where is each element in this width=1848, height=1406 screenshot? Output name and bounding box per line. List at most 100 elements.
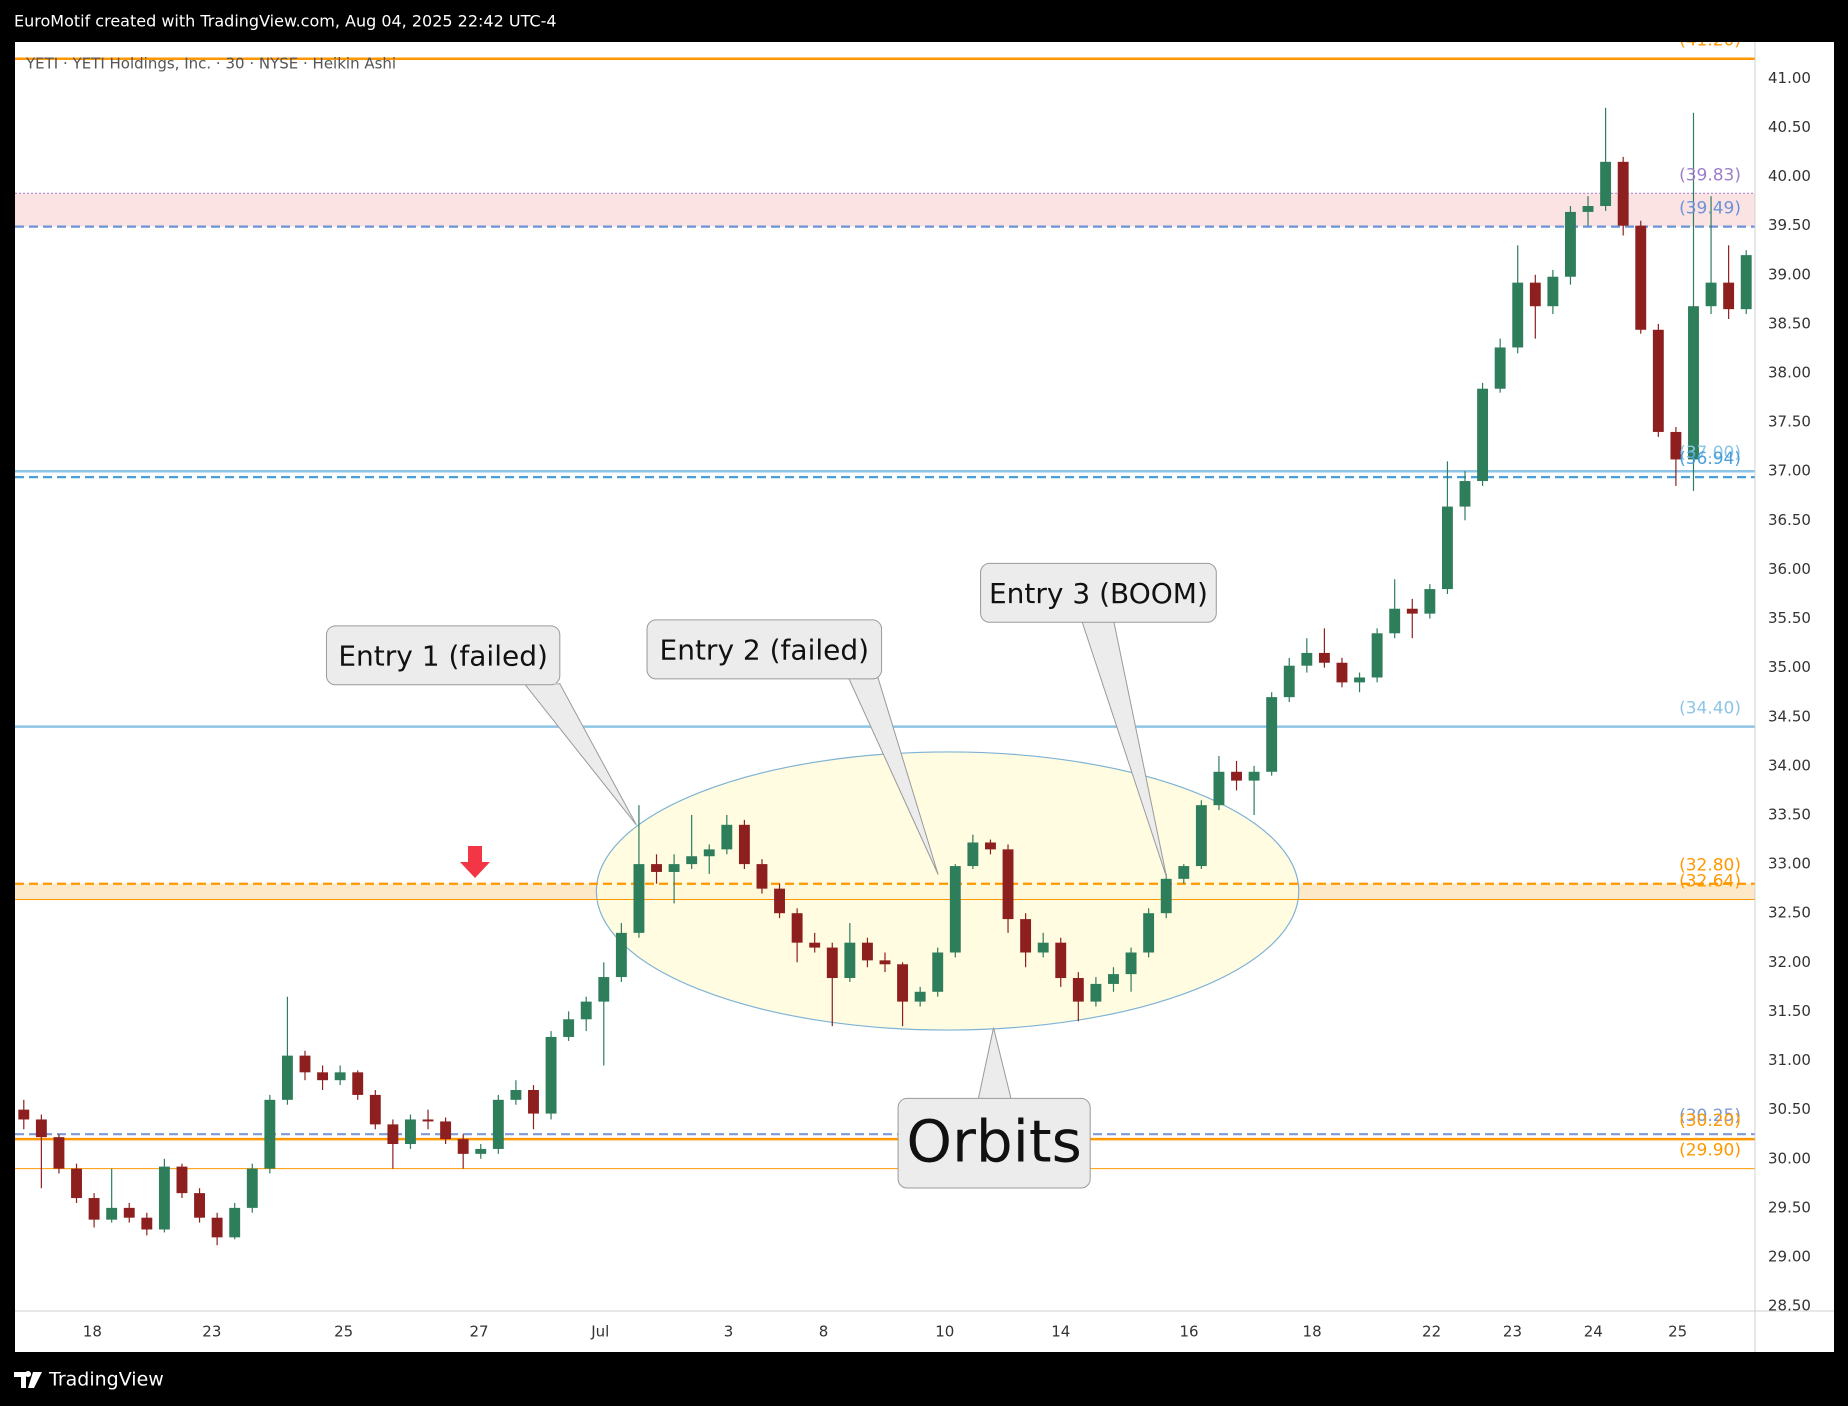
y-tick-label: 38.50 (1768, 314, 1811, 332)
candle-body (1652, 329, 1664, 432)
y-tick-label: 35.50 (1768, 609, 1811, 627)
callout-text: Entry 1 (failed) (338, 639, 548, 672)
y-tick-label: 31.50 (1768, 1002, 1811, 1020)
y-tick-label: 30.00 (1768, 1149, 1811, 1167)
candle-body (1740, 255, 1752, 310)
candle-body (71, 1168, 82, 1199)
callout-box (980, 562, 1217, 623)
candle-body (1090, 983, 1102, 1002)
x-tick-label: 8 (819, 1323, 829, 1341)
y-tick-label: 35.00 (1768, 658, 1811, 676)
x-tick-label: 3 (724, 1323, 734, 1341)
y-tick-label: 30.50 (1768, 1100, 1811, 1118)
candle-body (334, 1072, 346, 1081)
candle-body (1266, 697, 1278, 772)
candle-body (580, 1001, 592, 1020)
candle-body (176, 1166, 188, 1194)
y-tick-label: 32.50 (1768, 904, 1811, 922)
candle-body (1143, 913, 1155, 953)
callout-joint (1082, 618, 1113, 622)
candle-body (1283, 665, 1295, 698)
candle-body (949, 866, 961, 953)
x-tick-label: 18 (1303, 1323, 1322, 1341)
candle-body (1318, 652, 1330, 663)
callout-text: Entry 3 (BOOM) (989, 577, 1208, 610)
y-tick-label: 37.00 (1768, 462, 1811, 480)
candle-body (264, 1099, 276, 1169)
candle-body (1037, 942, 1049, 953)
candle-body (457, 1139, 469, 1154)
candle-body (1213, 771, 1225, 806)
candle-body (317, 1072, 329, 1081)
candle-body (1441, 506, 1453, 590)
candle-body (369, 1094, 381, 1125)
y-tick-label: 40.00 (1768, 167, 1811, 185)
candle-body (1108, 974, 1119, 984)
callout-joint (849, 674, 878, 678)
candle-body (1160, 878, 1172, 914)
y-tick-label: 28.50 (1768, 1297, 1811, 1315)
x-tick-label: 16 (1180, 1323, 1199, 1341)
candle-body (545, 1036, 557, 1114)
callout-joint (979, 1099, 1011, 1103)
candle-body (826, 947, 838, 979)
candle-body (1020, 919, 1032, 953)
candle-body (528, 1090, 539, 1114)
candle-body (492, 1099, 504, 1149)
header-text: EuroMotif created with TradingView.com, … (14, 12, 557, 31)
candle-body (475, 1148, 487, 1154)
candle-body (229, 1207, 241, 1238)
candle-body (352, 1072, 364, 1095)
candle-body (844, 942, 856, 979)
candle-body (1406, 608, 1418, 614)
candle-body (1529, 282, 1541, 307)
candle-body (1072, 978, 1084, 1002)
y-tick-label: 32.00 (1768, 953, 1811, 971)
level-label: (32.80) (1679, 856, 1741, 876)
y-tick-label: 29.50 (1768, 1198, 1811, 1216)
header-bar (0, 0, 1848, 42)
y-tick-label: 33.00 (1768, 855, 1811, 873)
candle-body (299, 1055, 311, 1073)
candle-body (967, 842, 979, 867)
candle-body (88, 1198, 100, 1220)
callout-box (897, 1097, 1091, 1189)
candle-body (1301, 652, 1313, 666)
y-tick-label: 37.50 (1768, 413, 1811, 431)
x-tick-label: 22 (1422, 1323, 1441, 1341)
callout-joint (525, 680, 559, 684)
y-tick-label: 31.00 (1768, 1051, 1811, 1069)
x-tick-label: Jul (590, 1323, 609, 1341)
candle-body (1600, 161, 1612, 207)
candle-body (106, 1207, 118, 1220)
candle-body (510, 1090, 522, 1100)
candle-body (53, 1137, 65, 1169)
plot: (41.20)(39.83)(39.49)(37.00)(36.94)(34.4… (15, 31, 1755, 1246)
level-label: (39.83) (1679, 165, 1741, 185)
candle-body (791, 913, 803, 943)
candle-body (1055, 942, 1067, 979)
candle-body (756, 864, 768, 889)
y-tick-label: 29.00 (1768, 1247, 1811, 1265)
zone (15, 193, 1755, 227)
y-tick-label: 34.00 (1768, 756, 1811, 774)
x-tick-label: 25 (334, 1323, 353, 1341)
candle-body (686, 856, 698, 865)
candle-body (1670, 431, 1682, 460)
candle-body (809, 942, 821, 948)
candle-body (158, 1166, 170, 1230)
candle-body (1547, 276, 1559, 307)
x-tick-label: 27 (469, 1323, 488, 1341)
callout-box (646, 619, 883, 680)
candle-body (281, 1055, 293, 1100)
candle-body (774, 888, 785, 914)
candle-body (1354, 677, 1365, 683)
level-label: (34.40) (1679, 699, 1741, 719)
level-label: (36.94) (1679, 449, 1741, 469)
candle-body (440, 1121, 452, 1140)
y-tick-label: 36.00 (1768, 560, 1811, 578)
candle-body (1617, 161, 1629, 226)
candle-body (897, 964, 909, 1002)
candle-body (18, 1109, 30, 1120)
